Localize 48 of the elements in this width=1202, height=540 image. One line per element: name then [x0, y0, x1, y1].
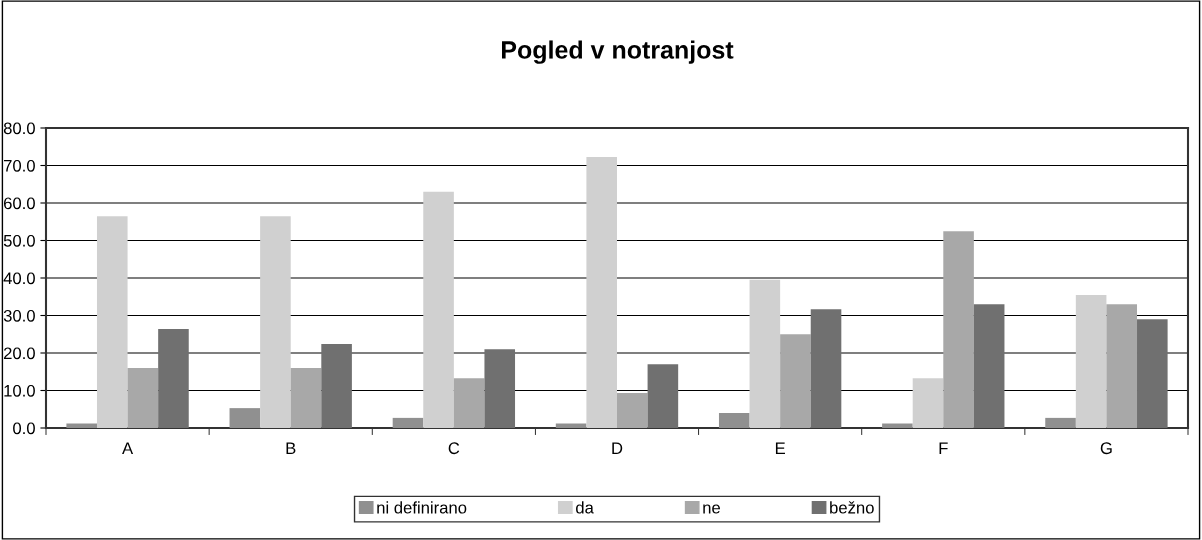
bar [392, 417, 424, 428]
bar [423, 191, 454, 428]
x-tick-label: E [775, 442, 785, 454]
legend-label: da [576, 501, 594, 514]
bar [260, 216, 291, 428]
bar [647, 364, 679, 428]
bar [158, 329, 189, 428]
bar [943, 231, 974, 428]
bar [1106, 304, 1138, 428]
y-tick-label: 50.0 [3, 234, 35, 247]
bar [617, 393, 648, 428]
legend-label: bežno [830, 501, 874, 514]
bar [586, 156, 617, 428]
bar [749, 279, 781, 428]
x-tick-label: D [612, 442, 623, 454]
bar [1137, 319, 1168, 428]
bar [973, 304, 1005, 428]
bar [96, 216, 128, 428]
bar [1075, 294, 1107, 428]
legend-label: ni definirano [377, 501, 467, 514]
bar [1045, 417, 1076, 428]
y-tick-label: 20.0 [3, 347, 35, 360]
y-tick-label: 10.0 [4, 384, 35, 397]
bar [290, 368, 322, 428]
y-tick-label: 60.0 [3, 197, 35, 210]
bar [321, 344, 352, 428]
chart-title: Pogled v notranjost [502, 40, 734, 64]
y-tick-label: 0.0 [13, 422, 35, 435]
legend-label: ne [703, 504, 720, 514]
bar [810, 309, 842, 428]
y-tick-label: 80.0 [3, 122, 35, 135]
bar [66, 423, 97, 428]
x-tick-label: C [448, 442, 460, 455]
y-tick-label: 40.0 [3, 272, 35, 285]
x-tick-label: A [122, 442, 134, 454]
bar [882, 423, 913, 428]
bar [912, 378, 944, 428]
y-tick-label: 70.0 [4, 159, 35, 172]
bar [453, 378, 485, 428]
bar [780, 334, 811, 428]
bar [718, 413, 750, 428]
x-tick-label: F [939, 442, 948, 454]
y-tick-label: 30.0 [3, 309, 35, 322]
x-tick-label: G [1100, 442, 1112, 455]
bar [484, 349, 516, 428]
x-tick-label: B [286, 442, 296, 454]
bar [229, 408, 261, 428]
bar [127, 368, 159, 428]
